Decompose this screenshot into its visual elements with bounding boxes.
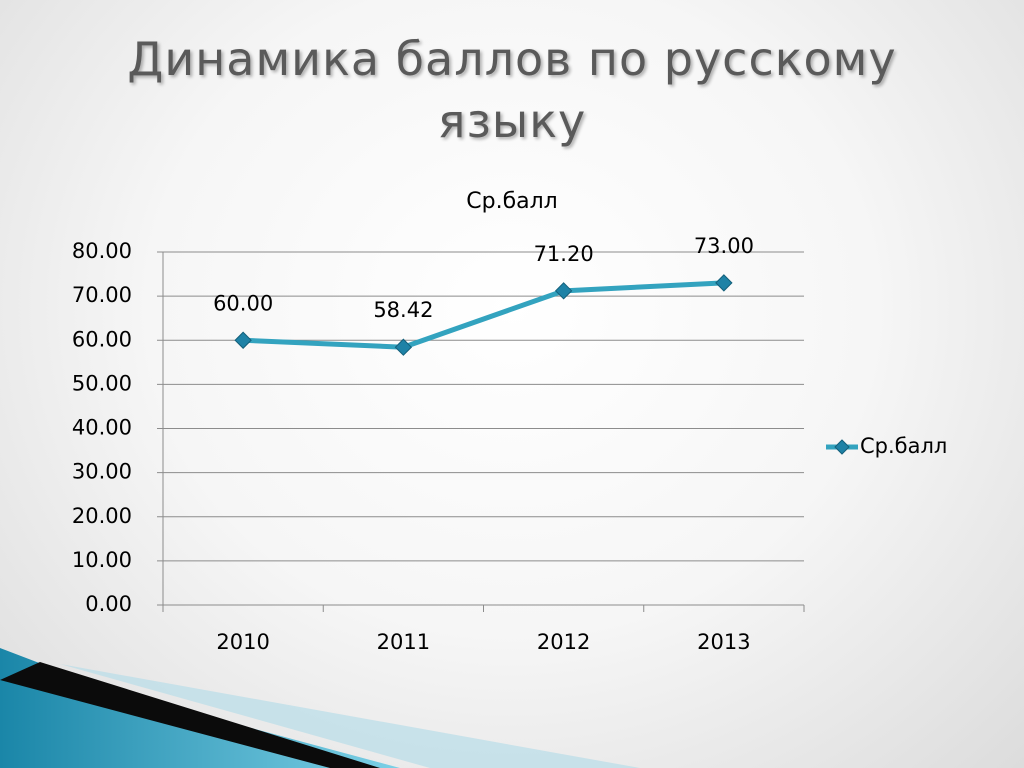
marker (234, 331, 252, 349)
y-tick-label: 70.00 (72, 283, 132, 307)
data-label: 60.00 (213, 291, 273, 315)
y-tick-label: 40.00 (72, 416, 132, 440)
x-tick-label: 2013 (697, 630, 750, 654)
y-tick-label: 60.00 (72, 327, 132, 351)
x-tick-label: 2011 (377, 630, 430, 654)
slide-title: Динамика баллов по русскому языку (127, 32, 897, 148)
decoration (0, 648, 400, 768)
y-tick-label: 10.00 (72, 548, 132, 572)
marker (554, 282, 573, 300)
data-label: 73.00 (694, 234, 754, 258)
x-tick-label: 2010 (216, 630, 269, 654)
y-tick-label: 80.00 (72, 239, 132, 263)
decoration (0, 662, 380, 768)
y-tick-label: 30.00 (72, 460, 132, 484)
legend-label: Ср.балл (860, 434, 947, 458)
data-label: 71.20 (534, 242, 594, 266)
y-tick-label: 0.00 (85, 592, 132, 616)
x-tick-label: 2012 (537, 630, 590, 654)
data-label: 58.42 (373, 298, 433, 322)
y-tick-label: 50.00 (72, 371, 132, 395)
y-tick-label: 20.00 (72, 504, 132, 528)
marker (394, 338, 413, 356)
chart-title: Ср.балл (466, 189, 558, 214)
legend-marker (834, 439, 850, 455)
line (243, 280, 724, 350)
marker (715, 274, 733, 292)
decoration (60, 664, 640, 768)
